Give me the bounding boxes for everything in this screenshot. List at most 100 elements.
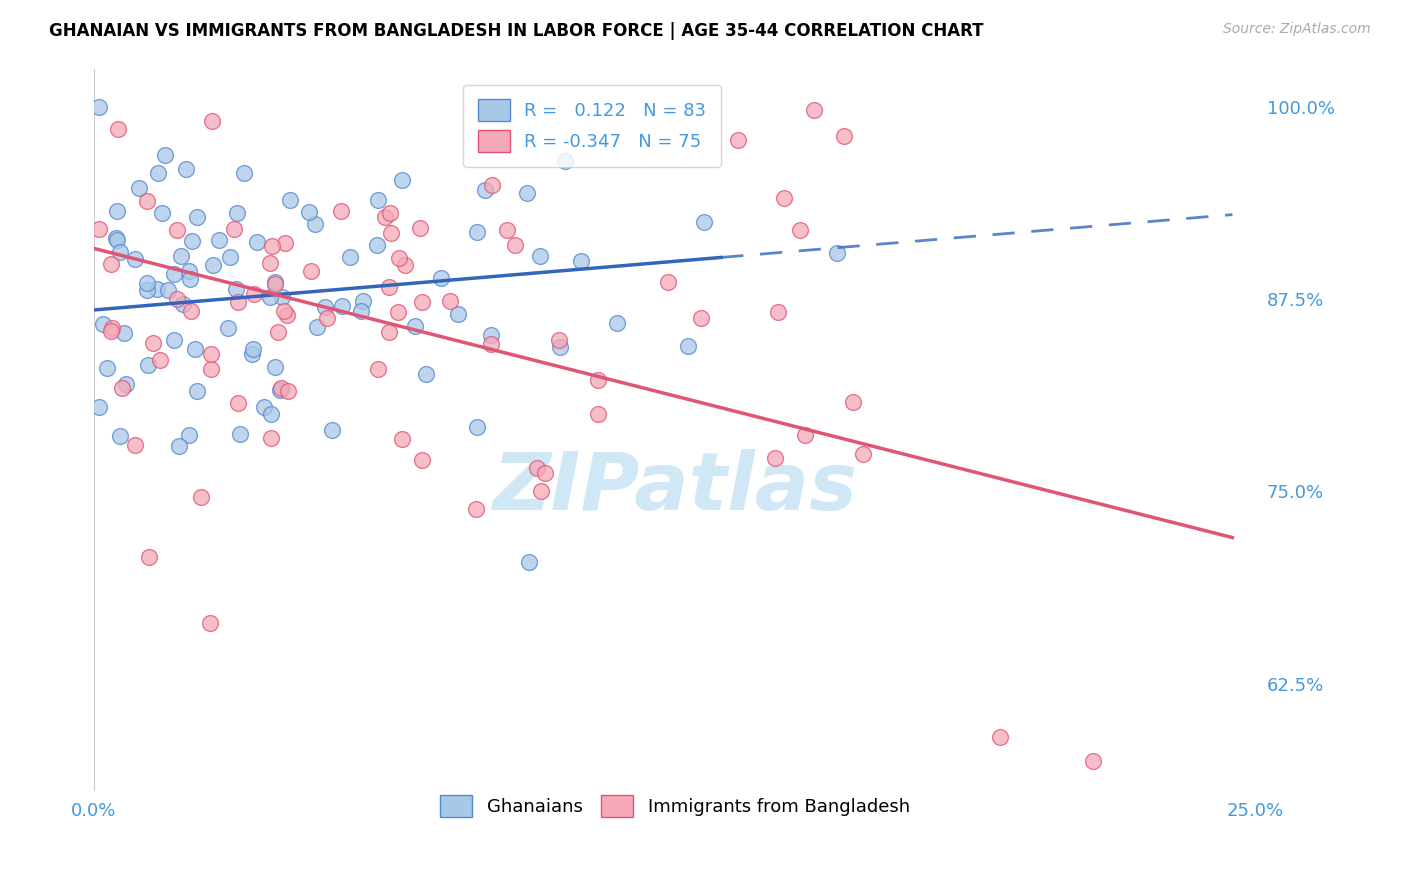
Point [350, 304, 373, 318]
Point [202, 258, 225, 272]
Point [259, 256, 281, 270]
Point [515, 186, 537, 201]
Point [270, 381, 292, 395]
Point [260, 431, 283, 445]
Point [503, 238, 526, 252]
Point [263, 360, 285, 375]
Text: Source: ZipAtlas.com: Source: ZipAtlas.com [1223, 22, 1371, 37]
Point [198, 616, 221, 631]
Point [229, 427, 252, 442]
Point [87, 221, 110, 235]
Point [534, 467, 557, 481]
Point [329, 203, 352, 218]
Point [299, 264, 322, 278]
Point [378, 280, 401, 294]
Point [270, 290, 292, 304]
Point [153, 147, 176, 161]
Point [224, 222, 246, 236]
Point [242, 347, 264, 361]
Point [548, 334, 571, 348]
Point [217, 320, 239, 334]
Point [174, 162, 197, 177]
Point [465, 225, 488, 239]
Point [242, 342, 264, 356]
Point [530, 483, 553, 498]
Point [104, 231, 127, 245]
Point [465, 420, 488, 434]
Point [803, 103, 825, 117]
Point [773, 191, 796, 205]
Point [124, 438, 146, 452]
Point [366, 237, 388, 252]
Point [367, 193, 389, 207]
Point [246, 235, 269, 249]
Point [842, 395, 865, 409]
Point [495, 223, 517, 237]
Point [163, 267, 186, 281]
Point [200, 361, 222, 376]
Point [409, 220, 432, 235]
Legend: Ghanaians, Immigrants from Bangladesh: Ghanaians, Immigrants from Bangladesh [430, 786, 918, 826]
Point [167, 439, 190, 453]
Point [226, 396, 249, 410]
Point [166, 292, 188, 306]
Point [253, 400, 276, 414]
Point [391, 172, 413, 186]
Point [101, 320, 124, 334]
Point [339, 250, 361, 264]
Point [554, 153, 576, 168]
Point [200, 347, 222, 361]
Point [267, 326, 290, 340]
Point [146, 166, 169, 180]
Point [586, 373, 609, 387]
Point [264, 277, 287, 292]
Point [439, 294, 461, 309]
Point [172, 297, 194, 311]
Point [219, 250, 242, 264]
Point [481, 178, 503, 192]
Point [136, 276, 159, 290]
Point [430, 271, 453, 285]
Point [169, 249, 191, 263]
Point [201, 113, 224, 128]
Point [190, 490, 212, 504]
Point [186, 211, 208, 225]
Point [305, 319, 328, 334]
Point [766, 304, 789, 318]
Point [100, 257, 122, 271]
Point [676, 338, 699, 352]
Point [208, 233, 231, 247]
Point [404, 319, 426, 334]
Point [517, 555, 540, 569]
Point [111, 381, 134, 395]
Point [260, 407, 283, 421]
Point [304, 217, 326, 231]
Point [387, 305, 409, 319]
Point [276, 308, 298, 322]
Point [278, 194, 301, 208]
Point [380, 226, 402, 240]
Point [225, 206, 247, 220]
Point [586, 407, 609, 421]
Point [100, 324, 122, 338]
Point [87, 100, 110, 114]
Point [321, 423, 343, 437]
Point [378, 325, 401, 339]
Point [96, 361, 118, 376]
Point [298, 205, 321, 219]
Point [273, 303, 295, 318]
Point [108, 428, 131, 442]
Point [225, 282, 247, 296]
Point [834, 128, 856, 143]
Point [269, 384, 291, 398]
Point [184, 342, 207, 356]
Point [465, 502, 488, 516]
Point [274, 236, 297, 251]
Point [411, 453, 433, 467]
Point [657, 275, 679, 289]
Point [569, 254, 592, 268]
Point [789, 223, 811, 237]
Point [316, 311, 339, 326]
Point [548, 340, 571, 354]
Point [474, 182, 496, 196]
